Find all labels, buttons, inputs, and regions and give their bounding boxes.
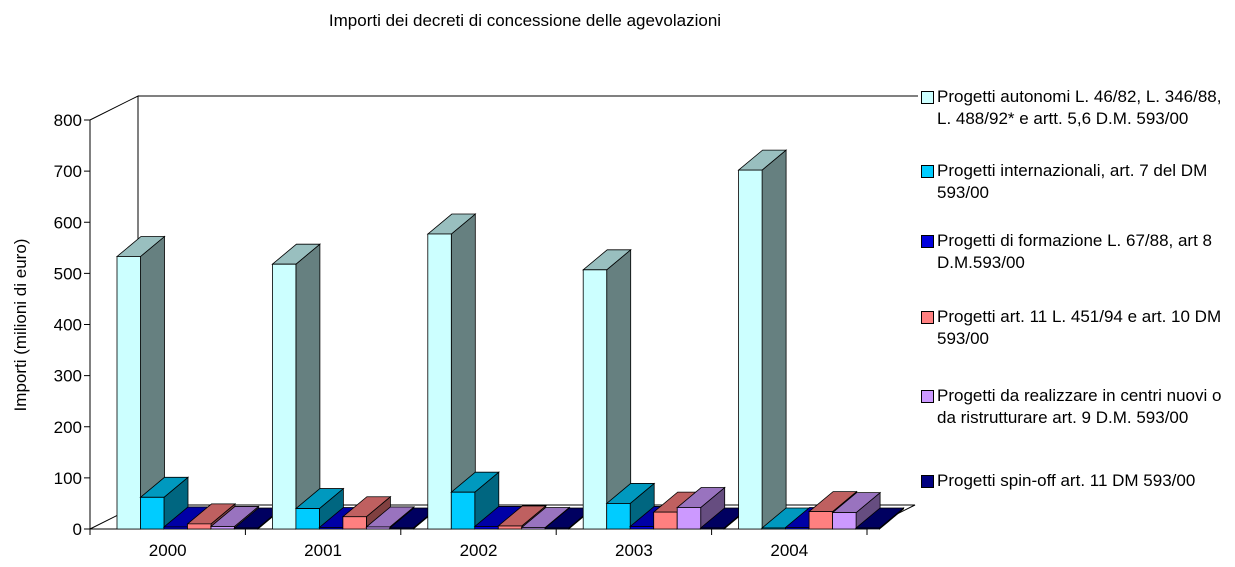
y-tick-label: 400 — [54, 316, 82, 335]
bar — [426, 213, 477, 530]
bar-face — [855, 527, 880, 530]
bar-face — [808, 511, 833, 530]
legend-swatch — [921, 165, 934, 178]
bar — [854, 507, 905, 530]
legend-label: Progetti internazionali, art. 7 del DM 5… — [937, 161, 1208, 202]
bar-face — [210, 526, 235, 530]
bar-face — [544, 527, 570, 530]
bar — [341, 495, 392, 530]
bar-face — [474, 526, 499, 530]
bar-face — [521, 527, 546, 530]
bar-face — [700, 527, 725, 530]
bar-face — [761, 527, 786, 530]
bar-face — [295, 243, 321, 530]
bar — [582, 248, 632, 530]
legend-swatch — [921, 475, 934, 488]
bar — [676, 486, 726, 530]
bar-face — [389, 527, 414, 530]
legend-swatch — [921, 91, 934, 104]
legend-swatch — [921, 390, 934, 403]
bar-face — [832, 512, 857, 530]
bar-face — [450, 491, 476, 530]
bar — [737, 149, 788, 530]
bar-face — [163, 526, 188, 530]
bar-face — [427, 233, 452, 530]
legend-label: Progetti di formazione L. 67/88, art 8 D… — [937, 231, 1212, 272]
x-tick-label: 2003 — [615, 541, 653, 560]
x-tick-label: 2001 — [304, 541, 342, 560]
bar-face — [140, 496, 165, 530]
x-tick-label: 2000 — [149, 541, 187, 560]
bar-face — [116, 256, 141, 530]
chart-title: Importi dei decreti di concessione delle… — [329, 11, 721, 30]
legend-swatch — [921, 311, 934, 324]
legend-label: Progetti spin-off art. 11 DM 593/00 — [937, 471, 1196, 490]
x-tick-label: 2004 — [770, 541, 808, 560]
bar-face — [234, 527, 259, 530]
bar — [271, 243, 322, 530]
bar-face — [295, 508, 320, 530]
y-tick-label: 700 — [54, 162, 82, 181]
legend-label: Progetti autonomi L. 46/82, L. 346/88, L… — [937, 87, 1222, 128]
bar-face — [365, 526, 391, 530]
y-axis-label: Importi (milioni di euro) — [11, 239, 30, 412]
bar-face — [582, 269, 608, 530]
legend-swatch — [921, 235, 934, 248]
bar-face — [676, 507, 702, 530]
y-tick-label: 0 — [73, 520, 82, 539]
bar-face — [653, 511, 678, 530]
bar-face — [187, 523, 212, 530]
y-tick-label: 600 — [54, 213, 82, 232]
bar — [115, 235, 166, 530]
bar-face — [761, 149, 787, 530]
y-tick-label: 800 — [54, 111, 82, 130]
y-tick-label: 200 — [54, 418, 82, 437]
legend-label: Progetti da realizzare in centri nuovi o… — [937, 386, 1222, 427]
y-tick-label: 500 — [54, 264, 82, 283]
bar — [605, 482, 656, 530]
legend-label: Progetti art. 11 L. 451/94 e art. 10 DM … — [937, 307, 1222, 348]
bar-face — [606, 503, 631, 530]
bar-face — [738, 169, 763, 530]
bar-face — [271, 263, 297, 530]
y-tick-label: 300 — [54, 367, 82, 386]
y-tick-label: 100 — [54, 469, 82, 488]
bar — [831, 491, 882, 530]
bar — [139, 476, 190, 530]
bar-face — [629, 526, 655, 530]
bar-face — [497, 525, 523, 530]
bar — [294, 487, 345, 530]
bar-face — [785, 527, 810, 530]
bar-face — [318, 527, 344, 530]
bar-face — [342, 516, 367, 530]
bar — [450, 471, 500, 530]
x-tick-label: 2002 — [460, 541, 498, 560]
